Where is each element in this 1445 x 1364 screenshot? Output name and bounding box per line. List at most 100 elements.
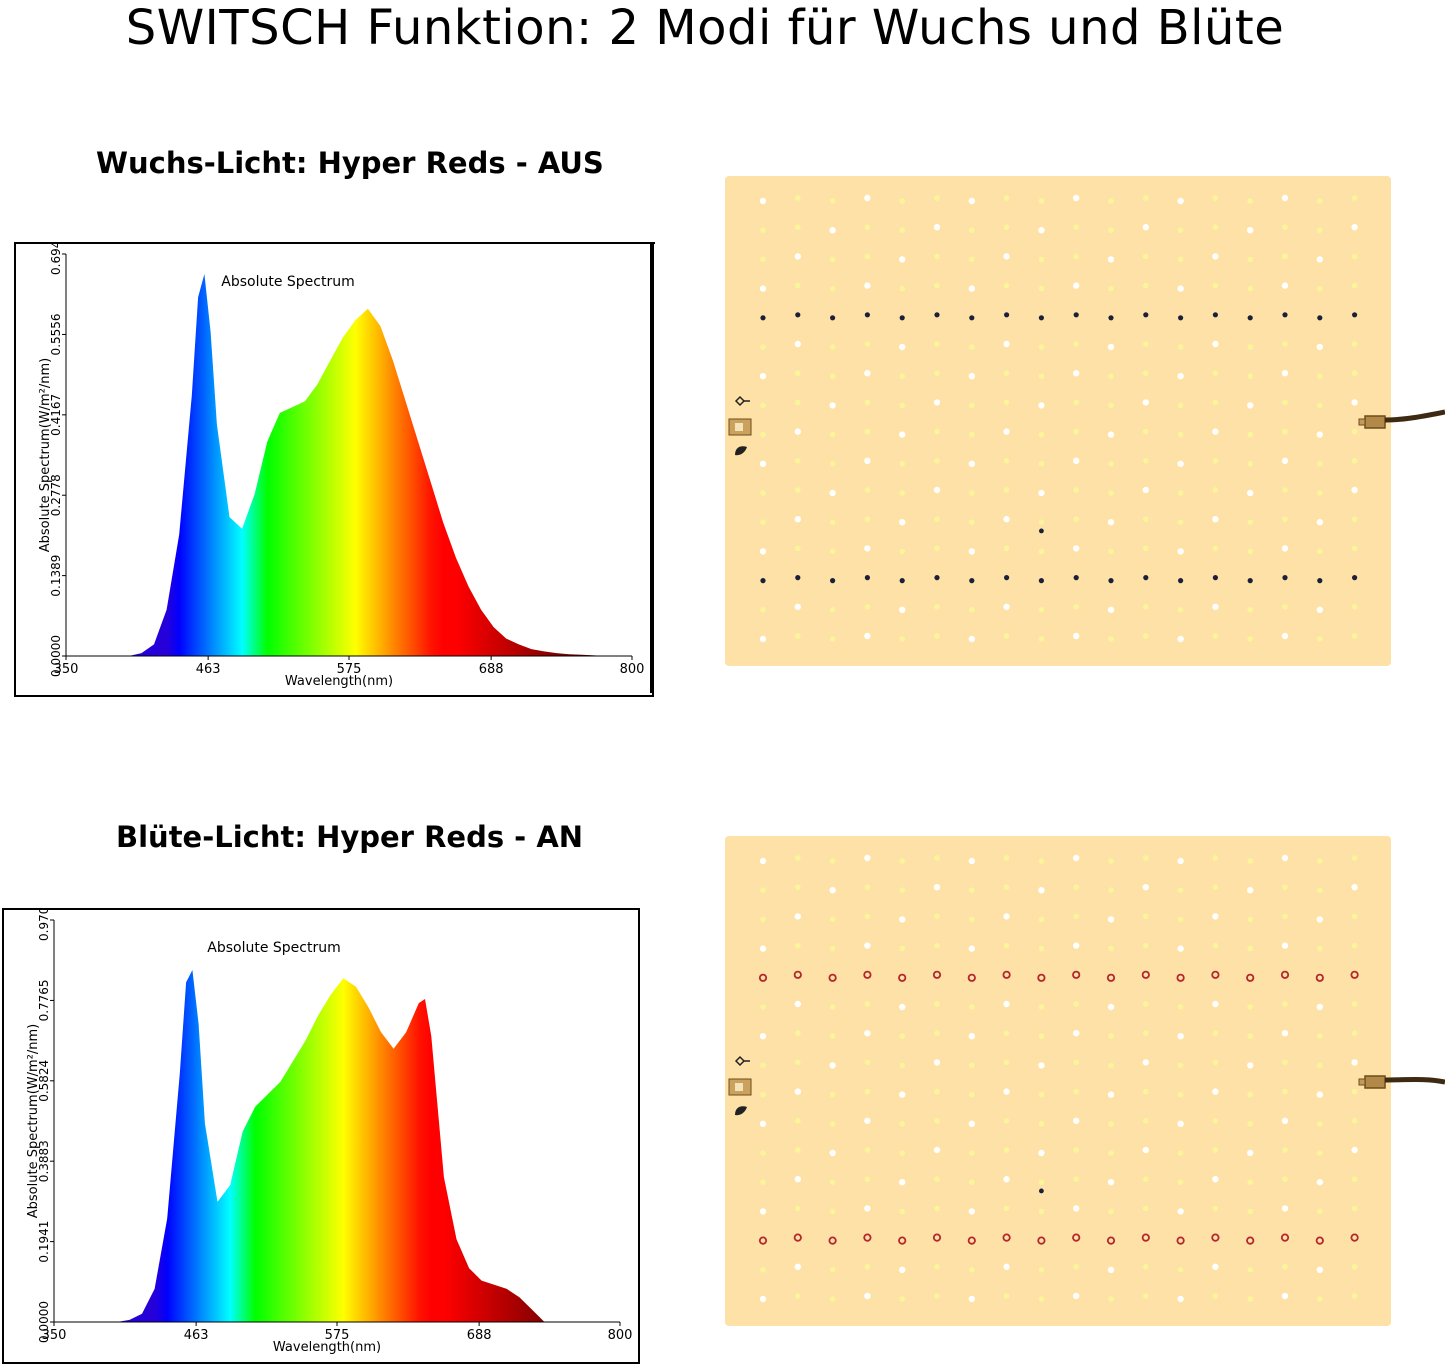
warm-led [1143, 195, 1149, 201]
hyper-red-led-off [899, 578, 905, 584]
white-led [1177, 197, 1184, 205]
white-led [759, 373, 767, 380]
white-led [864, 457, 871, 464]
warm-led [1351, 253, 1358, 260]
white-led [759, 197, 767, 205]
warm-led [1247, 256, 1253, 263]
warm-led [795, 195, 801, 201]
hyper-red-led-off [1282, 575, 1288, 581]
warm-led [1143, 1293, 1149, 1299]
warm-led [1247, 198, 1253, 204]
white-led [1247, 887, 1254, 894]
warm-led [969, 227, 975, 233]
hyper-red-led [828, 973, 837, 982]
white-led [1177, 1208, 1184, 1215]
warm-led [1038, 1004, 1045, 1010]
hyper-red-led [1350, 1233, 1359, 1242]
warm-led [760, 519, 766, 525]
warm-led [969, 887, 975, 893]
white-led [1247, 1149, 1254, 1157]
warm-led [934, 341, 940, 347]
spectrum-area [116, 970, 545, 1322]
hyper-red-led [932, 970, 942, 979]
warm-led [1038, 1121, 1045, 1127]
x-tick-label: 350 [54, 662, 79, 677]
white-led [1073, 457, 1080, 464]
warm-led [829, 373, 836, 379]
warm-led [760, 1062, 766, 1069]
white-led [1212, 516, 1219, 523]
warm-led [829, 519, 836, 525]
warm-led [1247, 916, 1253, 923]
white-led [829, 402, 836, 409]
warm-led [1212, 855, 1219, 861]
hyper-red-led-off [1108, 578, 1114, 584]
warm-led [1247, 373, 1253, 379]
warm-led [934, 1088, 940, 1095]
white-led [1281, 1292, 1289, 1300]
hyper-red-led-off [1073, 575, 1079, 581]
warm-led [795, 487, 801, 493]
warm-led [934, 855, 940, 861]
white-led [1351, 224, 1358, 231]
white-led [1177, 1295, 1184, 1303]
warm-led [1143, 1030, 1149, 1036]
white-led [968, 285, 975, 292]
hyper-red-led-off [1178, 578, 1184, 584]
white-led [1142, 1146, 1149, 1154]
warm-led [1108, 373, 1114, 379]
white-led [829, 887, 836, 894]
warm-led [1282, 341, 1288, 347]
warm-led [1038, 1208, 1045, 1215]
white-led [864, 370, 871, 377]
white-led [1281, 370, 1289, 377]
white-led [1107, 1091, 1115, 1098]
y-tick-label: 0.7765 [37, 979, 51, 1021]
y-tick-label: 0.0000 [49, 635, 63, 677]
hyper-red-led [1072, 970, 1081, 979]
white-led [1038, 1062, 1045, 1069]
hyper-red-led [1141, 1233, 1150, 1242]
hyper-red-led [898, 973, 907, 982]
white-led [1107, 431, 1115, 438]
warm-led [1108, 285, 1114, 292]
white-led [1247, 489, 1254, 497]
warm-led [1143, 1176, 1149, 1182]
white-led [1316, 431, 1323, 438]
warm-led [934, 1030, 940, 1036]
warm-led [829, 1004, 836, 1010]
warm-led [829, 344, 836, 350]
hyper-red-led-off [934, 575, 940, 581]
warm-led [1073, 428, 1079, 435]
warm-led [1143, 370, 1149, 376]
white-led [1281, 632, 1289, 640]
warm-led [1038, 1296, 1045, 1302]
warm-led [1177, 1004, 1184, 1010]
warm-led [864, 1176, 871, 1182]
warm-led [1282, 487, 1288, 493]
warm-led [1317, 1033, 1323, 1039]
warm-led [934, 1118, 940, 1124]
warm-led [1247, 1121, 1253, 1127]
white-led [899, 1003, 906, 1011]
warm-led [1003, 1059, 1010, 1066]
warm-led [1212, 1030, 1219, 1036]
warm-led [1143, 942, 1149, 949]
white-led [1003, 603, 1010, 610]
warm-led [969, 1091, 975, 1098]
warm-led [829, 858, 836, 864]
warm-led [1247, 945, 1253, 952]
warm-led [1038, 285, 1045, 292]
warm-led [1317, 227, 1323, 233]
mode-switch-icon[interactable] [726, 393, 756, 459]
white-led [1003, 1263, 1010, 1270]
mode-switch-icon[interactable] [726, 1053, 756, 1119]
warm-led [1282, 516, 1288, 522]
white-led [1316, 1179, 1323, 1186]
warm-led [1177, 607, 1184, 613]
warm-led [1212, 224, 1219, 230]
white-led [829, 1062, 836, 1069]
warm-led [864, 399, 871, 406]
hyper-red-led [863, 970, 872, 979]
spectrum-area [128, 274, 607, 656]
